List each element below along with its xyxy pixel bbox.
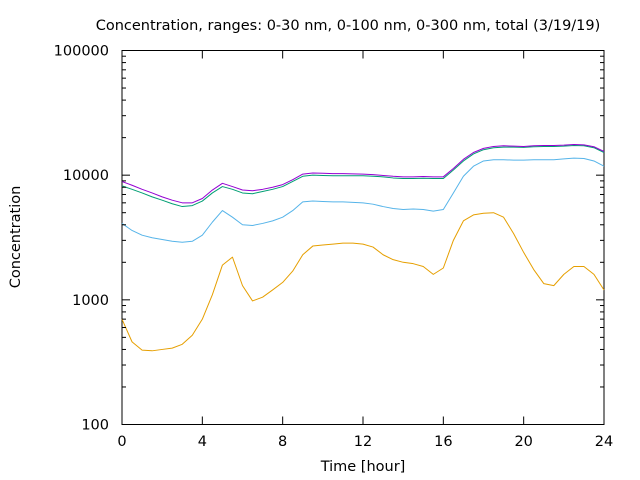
series-layer (121, 144, 605, 352)
plot-frame (121, 50, 605, 425)
x-tick-label: 0 (117, 434, 126, 450)
x-tick-label: 4 (198, 434, 207, 450)
y-tick-label: 10000 (63, 168, 109, 184)
x-tick-label: 24 (595, 434, 613, 450)
x-tick-label: 12 (354, 434, 372, 450)
y-tick-label: 100 (81, 418, 109, 434)
y-tick-label: 100000 (54, 44, 109, 60)
x-axis-label: Time [hour] (320, 459, 406, 475)
series-line-4 (121, 144, 605, 204)
y-axis-label: Concentration (8, 186, 24, 289)
series-line-3 (121, 144, 605, 208)
chart-title: Concentration, ranges: 0-30 nm, 0-100 nm… (96, 18, 601, 34)
x-tick-label: 8 (278, 434, 287, 450)
x-tick-label: 20 (514, 434, 532, 450)
y-tick-label: 1000 (72, 293, 109, 309)
series-line-2 (121, 157, 605, 243)
ticks-layer: 0 4 8 12 16 20 24 100 1000 10000 100000 (54, 44, 614, 451)
x-tick-label: 16 (434, 434, 452, 450)
series-line-1 (121, 212, 605, 352)
